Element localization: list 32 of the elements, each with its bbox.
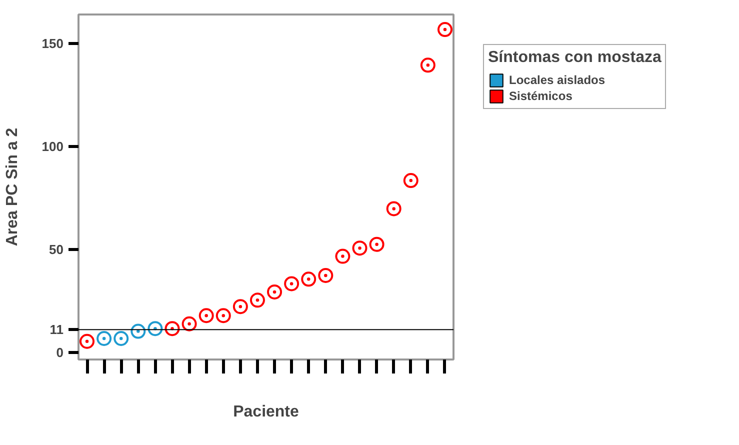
point xyxy=(301,272,316,287)
point xyxy=(96,331,112,346)
y-tick-label: 11 xyxy=(50,322,64,338)
point xyxy=(437,22,452,38)
legend-label: Locales aislados xyxy=(509,72,606,88)
y-tick-label: 150 xyxy=(42,36,64,51)
y-axis-title: Area PC Sin a 2 xyxy=(4,128,21,246)
legend-label: Sistémicos xyxy=(509,88,572,104)
point xyxy=(352,240,368,256)
point xyxy=(403,173,418,188)
point xyxy=(130,324,146,339)
point xyxy=(318,268,334,283)
point xyxy=(284,276,300,292)
legend-title: Síntomas con mostaza xyxy=(488,49,662,67)
point xyxy=(420,58,436,73)
point xyxy=(148,321,163,336)
y-tick-label: 50 xyxy=(49,242,64,257)
x-axis-title: Paciente xyxy=(233,404,300,420)
point xyxy=(250,292,265,308)
point xyxy=(198,308,214,324)
y-tick-label: 100 xyxy=(42,138,64,154)
point xyxy=(386,201,402,216)
point xyxy=(80,334,95,349)
point xyxy=(369,236,384,252)
point xyxy=(335,248,350,264)
point xyxy=(267,284,282,300)
point xyxy=(216,308,231,324)
point xyxy=(114,331,129,346)
point xyxy=(232,299,248,314)
point xyxy=(182,316,197,332)
point xyxy=(164,321,180,336)
y-tick-label: 0 xyxy=(56,344,64,360)
